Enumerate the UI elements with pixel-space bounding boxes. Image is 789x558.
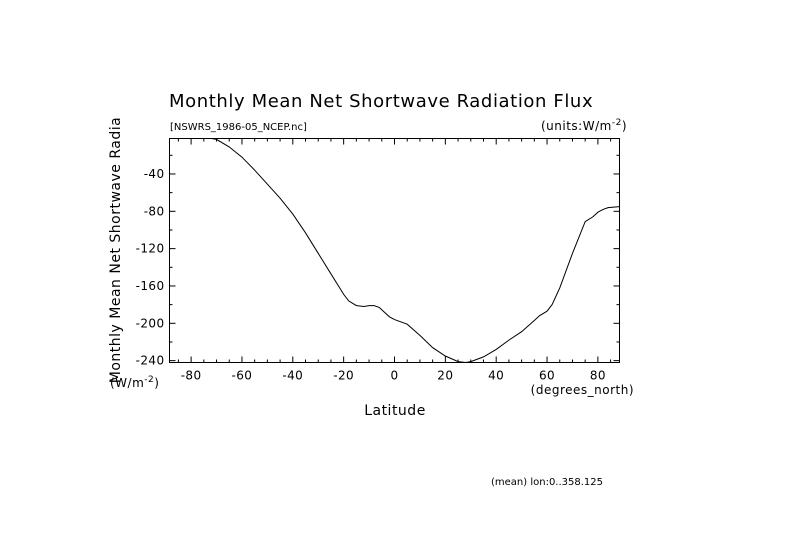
footnote: (mean) lon:0..358.125 [491,477,603,488]
units-label: (units:W/m-2) [541,118,627,133]
y-tick-label: -40 [144,167,165,181]
y-tick-label: -240 [136,354,165,368]
x-tick-label: 20 [437,369,453,383]
x-tick-label: 0 [390,369,398,383]
dataset-label: [NSWRS_1986-05_NCEP.nc] [170,122,307,133]
x-axis-tick-labels: -80 -60 -40 -20 0 20 40 60 80 [181,369,606,383]
plot-frame [169,138,620,363]
y-axis-tick-labels: -40 -80 -120 -160 -200 -240 [136,167,165,368]
y-axis-units: (W/m-2) [110,375,159,390]
y-tick-label: -80 [144,204,165,218]
y-axis-ticks [169,154,620,362]
series-line [211,138,620,364]
x-axis-label: Latitude [364,403,426,419]
x-tick-label: 40 [488,369,504,383]
x-axis-ticks [177,138,612,363]
x-tick-label: -80 [181,369,202,383]
x-tick-label: -60 [232,369,253,383]
x-tick-label: -40 [282,369,303,383]
y-tick-label: -120 [136,242,165,256]
x-axis-units: (degrees_north) [531,383,634,397]
x-tick-label: 80 [590,369,606,383]
y-axis-label: Monthly Mean Net Shortwave Radia [108,117,124,383]
x-tick-label: 60 [539,369,555,383]
y-tick-label: -200 [136,316,165,330]
x-tick-label: -20 [333,369,354,383]
chart-title: Monthly Mean Net Shortwave Radiation Flu… [169,91,593,112]
y-tick-label: -160 [136,279,165,293]
